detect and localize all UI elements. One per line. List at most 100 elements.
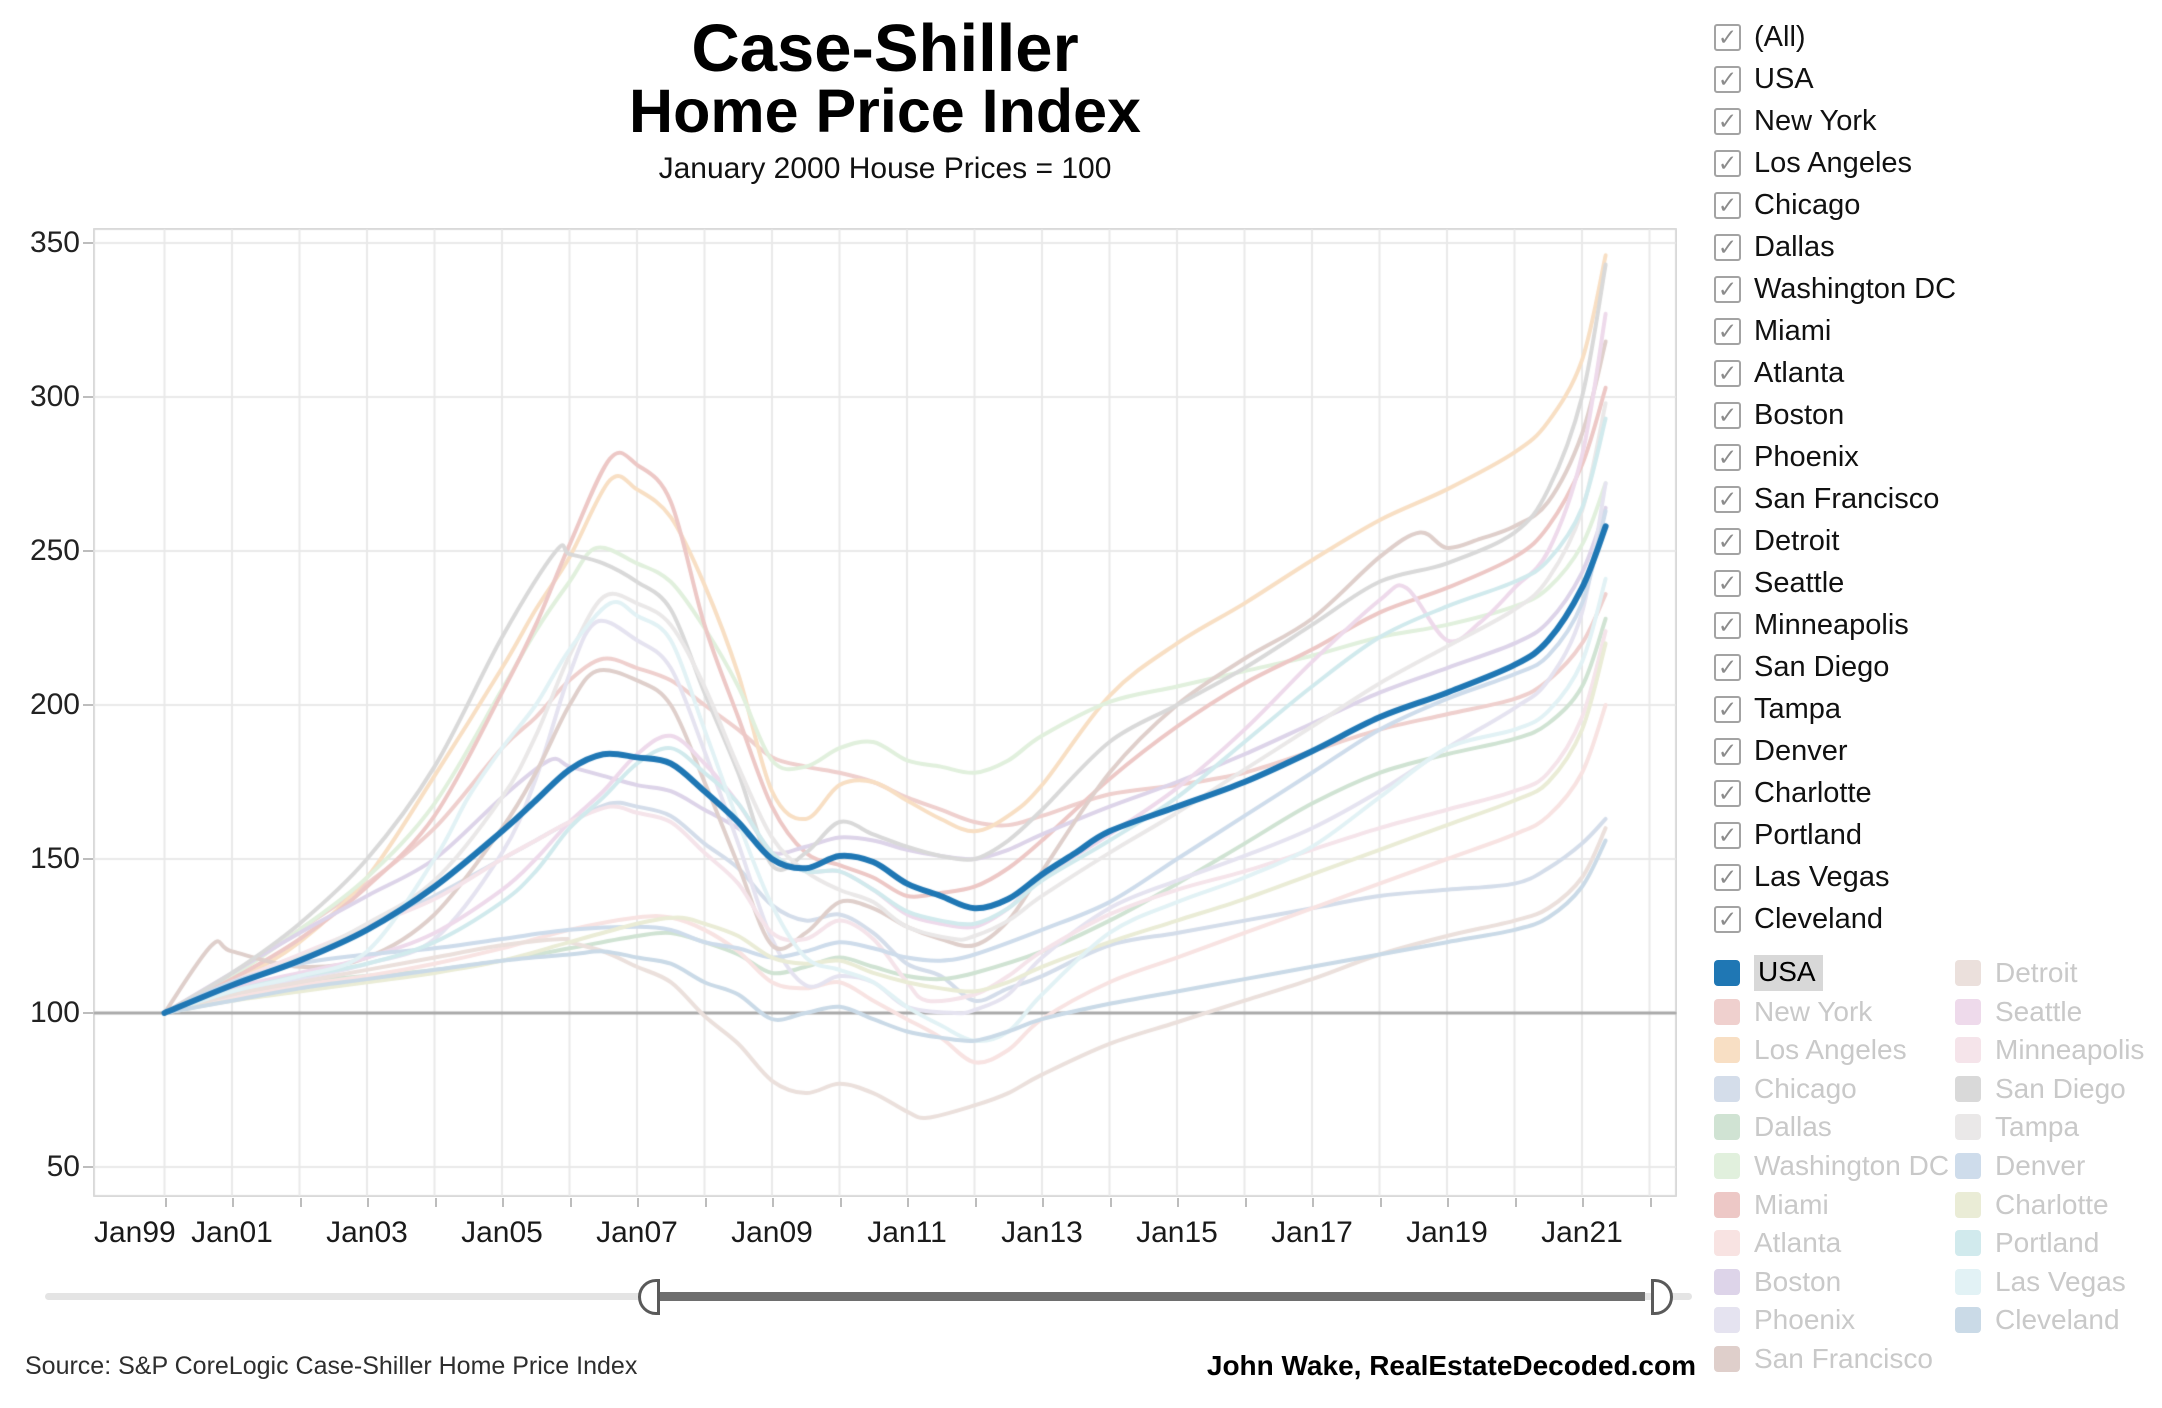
date-slider-right-handle[interactable]	[1650, 1279, 1673, 1315]
checkbox-checked-icon[interactable]: ✓	[1714, 65, 1741, 93]
legend-swatch-icon[interactable]	[1955, 1268, 1981, 1295]
checkbox-checked-icon[interactable]: ✓	[1714, 821, 1741, 849]
legend-item-san-francisco[interactable]: San Francisco	[1714, 1343, 1933, 1374]
checkbox-checked-icon[interactable]: ✓	[1714, 443, 1741, 471]
filter-item-tampa[interactable]: ✓ Tampa	[1714, 692, 1841, 726]
legend-item-washington-dc[interactable]: Washington DC	[1714, 1150, 1949, 1181]
legend-swatch-icon[interactable]	[1955, 1191, 1981, 1218]
legend-swatch-icon[interactable]	[1714, 1268, 1740, 1295]
y-axis-label-200: 200	[29, 688, 80, 721]
checkbox-checked-icon[interactable]: ✓	[1714, 779, 1741, 807]
date-slider-selected-range[interactable]	[658, 1292, 1645, 1301]
legend-item-las-vegas[interactable]: Las Vegas	[1955, 1266, 2126, 1297]
filter-item-usa[interactable]: ✓ USA	[1714, 62, 1814, 96]
filter-item-las-vegas[interactable]: ✓ Las Vegas	[1714, 860, 1889, 894]
checkbox-checked-icon[interactable]: ✓	[1714, 905, 1741, 933]
checkbox-checked-icon[interactable]: ✓	[1714, 359, 1741, 387]
filter-item-label: Atlanta	[1754, 356, 1845, 389]
filter-item-seattle[interactable]: ✓ Seattle	[1714, 566, 1844, 600]
checkbox-checked-icon[interactable]: ✓	[1714, 107, 1741, 135]
x-axis-tick	[1379, 1198, 1382, 1207]
legend-item-cleveland[interactable]: Cleveland	[1955, 1304, 2120, 1335]
line-chart-plot[interactable]	[93, 228, 1677, 1197]
filter-item--all-[interactable]: ✓ (All)	[1714, 20, 1806, 54]
x-axis-tick	[772, 1198, 774, 1207]
checkbox-checked-icon[interactable]: ✓	[1714, 317, 1741, 345]
legend-item-boston[interactable]: Boston	[1714, 1266, 1841, 1297]
legend-swatch-icon[interactable]	[1955, 1037, 1981, 1064]
legend-item-seattle[interactable]: Seattle	[1955, 996, 2082, 1027]
filter-item-dallas[interactable]: ✓ Dallas	[1714, 230, 1835, 264]
filter-item-minneapolis[interactable]: ✓ Minneapolis	[1714, 608, 1909, 642]
legend-swatch-icon[interactable]	[1714, 1075, 1740, 1102]
legend-swatch-icon[interactable]	[1714, 960, 1740, 986]
legend-item-san-diego[interactable]: San Diego	[1955, 1072, 2126, 1104]
checkbox-checked-icon[interactable]: ✓	[1714, 737, 1741, 765]
x-axis-tick	[974, 1198, 977, 1207]
y-axis-tick	[83, 1166, 93, 1168]
filter-item-san-francisco[interactable]: ✓ San Francisco	[1714, 482, 1939, 516]
legend-item-tampa[interactable]: Tampa	[1955, 1111, 2079, 1142]
filter-item-charlotte[interactable]: ✓ Charlotte	[1714, 776, 1872, 810]
legend-swatch-icon[interactable]	[1714, 1114, 1740, 1141]
filter-item-los-angeles[interactable]: ✓ Los Angeles	[1714, 146, 1912, 180]
legend-swatch-icon[interactable]	[1714, 998, 1740, 1025]
legend-item-denver[interactable]: Denver	[1955, 1150, 2085, 1181]
filter-item-washington-dc[interactable]: ✓ Washington DC	[1714, 272, 1956, 306]
legend-item-usa[interactable]: USA	[1714, 955, 1823, 991]
checkbox-checked-icon[interactable]: ✓	[1714, 527, 1741, 555]
checkbox-checked-icon[interactable]: ✓	[1714, 485, 1741, 513]
legend-item-phoenix[interactable]: Phoenix	[1714, 1304, 1855, 1335]
legend-swatch-icon[interactable]	[1955, 1307, 1981, 1334]
filter-item-new-york[interactable]: ✓ New York	[1714, 104, 1877, 138]
legend-swatch-icon[interactable]	[1714, 1037, 1740, 1064]
legend-item-minneapolis[interactable]: Minneapolis	[1955, 1034, 2144, 1065]
checkbox-checked-icon[interactable]: ✓	[1714, 275, 1741, 303]
legend-swatch-icon[interactable]	[1714, 1191, 1740, 1218]
checkbox-checked-icon[interactable]: ✓	[1714, 401, 1741, 429]
filter-item-miami[interactable]: ✓ Miami	[1714, 314, 1831, 348]
filter-item-label: New York	[1754, 104, 1877, 137]
filter-item-cleveland[interactable]: ✓ Cleveland	[1714, 902, 1883, 936]
legend-item-atlanta[interactable]: Atlanta	[1714, 1227, 1841, 1258]
legend-swatch-icon[interactable]	[1714, 1153, 1740, 1179]
filter-item-detroit[interactable]: ✓ Detroit	[1714, 524, 1839, 558]
legend-swatch-icon[interactable]	[1714, 1346, 1740, 1372]
legend-item-new-york[interactable]: New York	[1714, 996, 1872, 1027]
filter-item-san-diego[interactable]: ✓ San Diego	[1714, 650, 1889, 684]
checkbox-checked-icon[interactable]: ✓	[1714, 569, 1741, 597]
checkbox-checked-icon[interactable]: ✓	[1714, 611, 1741, 639]
checkbox-checked-icon[interactable]: ✓	[1714, 695, 1741, 723]
legend-swatch-icon[interactable]	[1955, 960, 1981, 986]
legend-item-dallas[interactable]: Dallas	[1714, 1111, 1832, 1142]
filter-item-chicago[interactable]: ✓ Chicago	[1714, 188, 1860, 222]
filter-item-portland[interactable]: ✓ Portland	[1714, 818, 1862, 852]
legend-swatch-icon[interactable]	[1714, 1230, 1740, 1257]
legend-swatch-icon[interactable]	[1955, 1230, 1981, 1257]
checkbox-checked-icon[interactable]: ✓	[1714, 23, 1741, 51]
filter-item-boston[interactable]: ✓ Boston	[1714, 398, 1844, 432]
filter-item-denver[interactable]: ✓ Denver	[1714, 734, 1848, 768]
checkbox-checked-icon[interactable]: ✓	[1714, 863, 1741, 891]
filter-item-atlanta[interactable]: ✓ Atlanta	[1714, 356, 1844, 390]
legend-swatch-icon[interactable]	[1955, 1114, 1981, 1141]
legend-item-miami[interactable]: Miami	[1714, 1189, 1829, 1220]
checkbox-checked-icon[interactable]: ✓	[1714, 149, 1741, 177]
legend-swatch-icon[interactable]	[1955, 1075, 1981, 1102]
checkbox-checked-icon[interactable]: ✓	[1714, 653, 1741, 681]
legend-item-label: San Diego	[1995, 1072, 2126, 1104]
x-axis-label-Jan11: Jan11	[867, 1216, 947, 1249]
legend-swatch-icon[interactable]	[1714, 1307, 1740, 1334]
legend-swatch-icon[interactable]	[1955, 998, 1981, 1025]
checkbox-checked-icon[interactable]: ✓	[1714, 233, 1741, 261]
filter-item-phoenix[interactable]: ✓ Phoenix	[1714, 440, 1859, 474]
legend-item-charlotte[interactable]: Charlotte	[1955, 1189, 2109, 1220]
legend-item-los-angeles[interactable]: Los Angeles	[1714, 1034, 1907, 1065]
checkbox-checked-icon[interactable]: ✓	[1714, 191, 1741, 219]
legend-item-chicago[interactable]: Chicago	[1714, 1073, 1857, 1104]
legend-item-detroit[interactable]: Detroit	[1955, 957, 2077, 988]
legend-swatch-icon[interactable]	[1955, 1153, 1981, 1179]
date-slider-left-handle[interactable]	[638, 1279, 661, 1315]
x-axis-tick	[907, 1198, 909, 1207]
legend-item-portland[interactable]: Portland	[1955, 1227, 2099, 1258]
